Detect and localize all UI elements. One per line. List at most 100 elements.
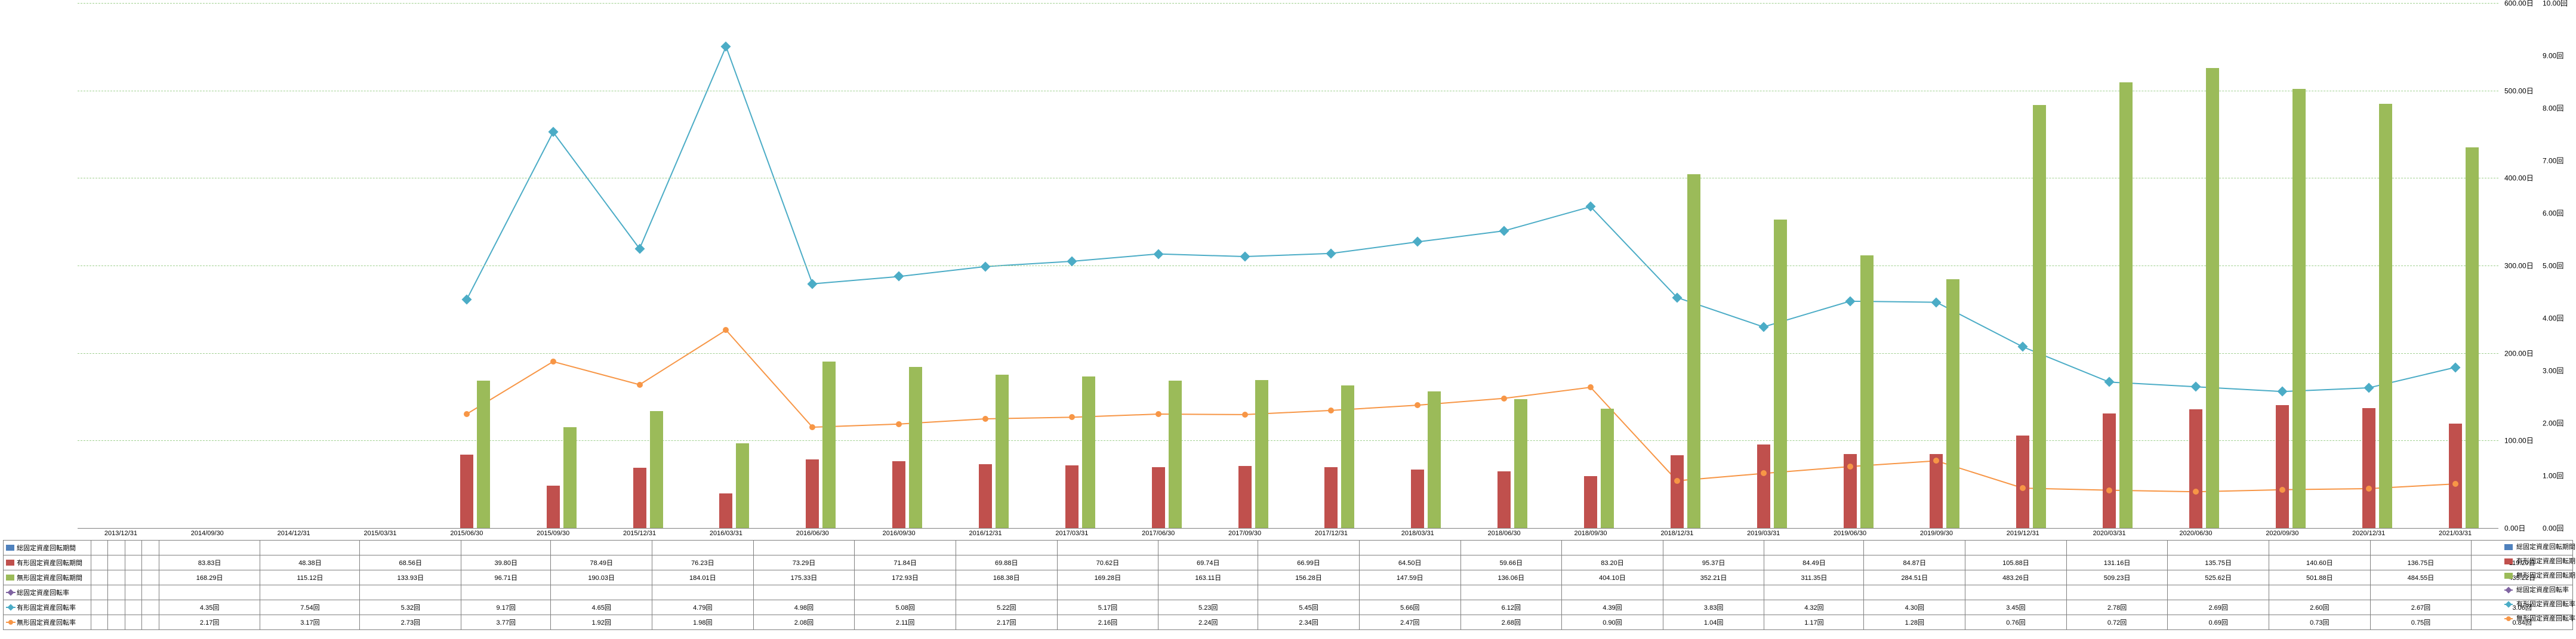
table-cell <box>1663 585 1764 600</box>
marker-s4 <box>2364 383 2374 393</box>
x-tick: 2019/12/31 <box>2007 530 2039 537</box>
table-cell: 1.28回 <box>1864 615 1965 630</box>
table-cell: 115.12日 <box>260 570 360 585</box>
legend-swatch <box>6 575 14 581</box>
y-right-rate-label: 9.00回 <box>2543 51 2576 61</box>
table-cell: 131.16日 <box>2066 555 2168 570</box>
bar-s1 <box>1411 470 1424 528</box>
table-cell: 3.17回 <box>260 615 360 630</box>
table-cell: 2.69回 <box>2168 600 2269 615</box>
bar-s1 <box>1930 454 1943 528</box>
x-tick: 2019/06/30 <box>1834 530 1866 537</box>
x-tick: 2020/03/31 <box>2093 530 2126 537</box>
table-cell <box>360 585 461 600</box>
table-cell: 4.65回 <box>551 600 652 615</box>
table-cell: 4.32回 <box>1764 600 1864 615</box>
table-cell: 5.08回 <box>855 600 956 615</box>
table-cell: 484.55日 <box>2370 570 2472 585</box>
table-cell: 59.66日 <box>1460 555 1562 570</box>
y-right-rate-label: 4.00回 <box>2543 313 2576 323</box>
x-tick: 2017/09/30 <box>1228 530 1261 537</box>
table-cell <box>142 600 159 615</box>
bar-s1 <box>1152 467 1165 528</box>
table-row: 有形固定資産回転期間83.83日48.38日68.56日39.80日78.49日… <box>4 555 2573 570</box>
table-cell: 2.60回 <box>2269 600 2371 615</box>
legend-swatch <box>2504 589 2513 591</box>
table-cell: 190.03日 <box>551 570 652 585</box>
bar-s2 <box>2379 104 2392 528</box>
table-cell <box>159 585 260 600</box>
marker-s4 <box>634 243 645 254</box>
marker-s4 <box>461 295 472 305</box>
legend-label: 有形固定資産回転期間 <box>2516 558 2576 565</box>
bar-s1 <box>1324 467 1338 528</box>
x-tick: 2016/12/31 <box>969 530 1002 537</box>
bar-s2 <box>2119 82 2133 528</box>
x-tick: 2018/03/31 <box>1401 530 1434 537</box>
bar-s1 <box>460 455 473 528</box>
table-cell: 136.75日 <box>2370 555 2472 570</box>
bar-s1 <box>1238 466 1252 528</box>
table-cell: 68.56日 <box>360 555 461 570</box>
x-tick: 2020/12/31 <box>2352 530 2385 537</box>
table-cell: 2.16回 <box>1057 615 1158 630</box>
table-cell <box>91 615 108 630</box>
bar-s1 <box>1757 444 1770 528</box>
legend-item: 総固定資産回転率 <box>2504 583 2576 597</box>
table-cell <box>125 570 141 585</box>
table-cell: 4.35回 <box>159 600 260 615</box>
table-cell: 509.23日 <box>2066 570 2168 585</box>
table-cell <box>142 541 159 555</box>
table-cell: 39.80日 <box>461 555 551 570</box>
x-tick: 2016/03/31 <box>710 530 742 537</box>
table-cell: 2.67回 <box>2370 600 2472 615</box>
table-cell <box>551 585 652 600</box>
table-cell <box>142 585 159 600</box>
table-cell: 105.88日 <box>1965 555 2067 570</box>
table-cell <box>91 600 108 615</box>
table-cell: 404.10日 <box>1562 570 1663 585</box>
bar-s2 <box>2466 147 2479 528</box>
table-cell <box>125 585 141 600</box>
marker-s4 <box>2104 377 2115 387</box>
marker-s5 <box>2366 486 2372 492</box>
bar-s1 <box>1065 465 1079 528</box>
table-cell: 2.08回 <box>753 615 855 630</box>
bar-s2 <box>822 362 836 528</box>
marker-s5 <box>1588 384 1594 390</box>
bar-s2 <box>1946 279 1959 528</box>
x-tick: 2013/12/31 <box>104 530 137 537</box>
table-cell: 96.71日 <box>461 570 551 585</box>
table-cell: 5.23回 <box>1158 600 1258 615</box>
table-cell <box>108 570 125 585</box>
table-cell <box>2269 541 2371 555</box>
x-tick: 2014/09/30 <box>191 530 224 537</box>
legend-swatch <box>6 622 16 623</box>
table-cell <box>142 615 159 630</box>
table-cell: 95.37日 <box>1663 555 1764 570</box>
table-cell <box>1158 541 1258 555</box>
y-right-day-label: 0.00日 <box>2504 523 2540 533</box>
marker-s4 <box>1586 202 1596 212</box>
legend-item: 無形固定資産回転率 <box>2504 612 2576 626</box>
plot-area <box>78 3 2498 529</box>
marker-s4 <box>1240 252 1250 262</box>
table-cell: 83.83日 <box>159 555 260 570</box>
bar-s1 <box>2016 436 2029 528</box>
bar-s2 <box>2033 105 2046 528</box>
table-cell <box>260 585 360 600</box>
table-cell: 5.17回 <box>1057 600 1158 615</box>
table-cell <box>1057 541 1158 555</box>
marker-s4 <box>1672 292 1682 302</box>
table-cell <box>108 541 125 555</box>
marker-s5 <box>550 359 556 365</box>
x-tick: 2020/06/30 <box>2179 530 2212 537</box>
bar-s2 <box>2206 68 2219 528</box>
legend-label: 総固定資産回転率 <box>2516 586 2569 594</box>
table-cell: 2.17回 <box>159 615 260 630</box>
marker-s5 <box>1328 408 1334 413</box>
table-cell: 184.01日 <box>652 570 754 585</box>
y-right-day-label: 400.00日 <box>2504 173 2540 183</box>
marker-s5 <box>2193 489 2199 495</box>
table-cell: 3.83回 <box>1663 600 1764 615</box>
